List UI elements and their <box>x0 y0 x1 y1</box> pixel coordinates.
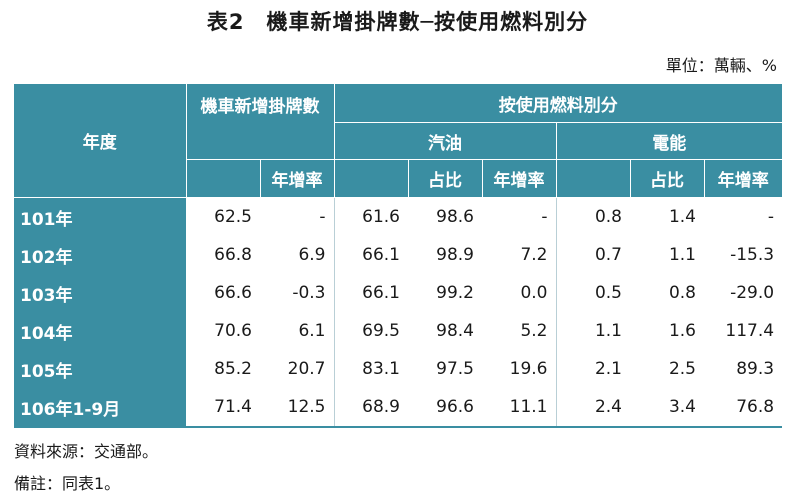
cell-gas-yoy: 7.2 <box>482 236 557 274</box>
cell-ev: 0.8 <box>594 207 622 227</box>
cell-ev-yoy: 89.3 <box>736 359 775 379</box>
cell-ev: 1.1 <box>594 321 622 341</box>
cell-ev: 2.4 <box>556 388 630 428</box>
cell-gas-yoy: 5.2 <box>482 312 557 350</box>
cell-ev-share: 3.4 <box>630 388 704 428</box>
table-row: 102年 66.8 6.9 66.1 98.9 7.2 0.7 1.1 -15.… <box>14 236 782 274</box>
cell-gas: 69.5 <box>362 321 400 341</box>
cell-total-yoy: 6.1 <box>260 312 335 350</box>
cell-ev-yoy: -29.0 <box>730 283 775 303</box>
cell-gas-share: 98.6 <box>436 207 474 227</box>
header-gasoline: 汽油 <box>334 122 557 160</box>
cell-total: 62.5 <box>214 207 252 227</box>
cell-ev-share: 1.6 <box>668 321 696 341</box>
table-row: 106年1-9月 71.4 12.5 68.9 96.6 11.1 2.4 3.… <box>14 388 783 428</box>
table-title: 表2 機車新增掛牌數─按使用燃料別分 <box>206 10 589 34</box>
cell-ev-yoy: -15.3 <box>730 245 775 265</box>
row-year: 101年 <box>14 197 187 236</box>
header-blank <box>186 159 261 198</box>
header-gas-blank <box>334 159 409 198</box>
header-row-3: 年增率 占比 年增率 占比 年增率 <box>14 159 783 198</box>
cell-ev-yoy: - <box>767 207 775 227</box>
cell-gas-share: 96.6 <box>408 388 482 428</box>
cell-ev-yoy: 76.8 <box>704 388 783 428</box>
table-row: 103年 66.6 -0.3 66.1 99.2 0.0 0.5 0.8 -29… <box>14 274 782 312</box>
source-note: 資料來源：交通部。 <box>14 442 159 461</box>
header-row-1: 年度 機車新增掛牌數 按使用燃料別分 <box>14 84 783 198</box>
unit-label: 單位：萬輛、% <box>665 56 777 75</box>
header-ev-yoy: 年增率 <box>704 159 783 198</box>
table-row: 101年 62.5 - 61.6 98.6 - 0.8 1.4 - <box>14 197 782 236</box>
row-year: 102年 <box>14 236 187 274</box>
remark-note: 備註：同表1。 <box>14 474 121 493</box>
cell-gas-share: 97.5 <box>436 359 474 379</box>
cell-total-yoy: -0.3 <box>260 274 335 312</box>
header-year: 年度 <box>14 84 187 198</box>
cell-gas-share: 99.2 <box>436 283 474 303</box>
cell-total: 66.6 <box>214 283 252 303</box>
header-gas-share: 占比 <box>408 159 483 198</box>
cell-gas-yoy: 19.6 <box>482 350 557 388</box>
cell-ev: 0.5 <box>594 283 622 303</box>
header-ev-share: 占比 <box>630 159 705 198</box>
cell-ev-share: 1.1 <box>668 245 696 265</box>
cell-gas-yoy: - <box>482 197 557 236</box>
cell-ev: 0.7 <box>594 245 622 265</box>
header-new-plates: 機車新增掛牌數 <box>186 84 335 160</box>
row-year: 104年 <box>14 312 187 350</box>
cell-total-yoy: 12.5 <box>260 388 335 428</box>
cell-gas: 61.6 <box>362 207 400 227</box>
cell-gas-yoy: 0.0 <box>482 274 557 312</box>
header-ev-blank <box>556 159 631 198</box>
header-by-fuel: 按使用燃料別分 <box>334 84 783 123</box>
data-table: 年度 機車新增掛牌數 按使用燃料別分 汽油 電能 年增率 占比 年增率 占比 年… <box>14 84 783 428</box>
row-year: 103年 <box>14 274 187 312</box>
cell-ev-share: 2.5 <box>668 359 696 379</box>
cell-total: 85.2 <box>214 359 252 379</box>
cell-gas-share: 98.4 <box>436 321 474 341</box>
table-row: 105年 85.2 20.7 83.1 97.5 19.6 2.1 2.5 89… <box>14 350 782 388</box>
cell-ev-share: 0.8 <box>668 283 696 303</box>
cell-ev-yoy: 117.4 <box>725 321 775 341</box>
cell-total-yoy: - <box>260 197 335 236</box>
header-electric: 電能 <box>556 122 783 160</box>
cell-ev-share: 1.4 <box>668 207 696 227</box>
cell-total-yoy: 20.7 <box>260 350 335 388</box>
cell-total-yoy: 6.9 <box>260 236 335 274</box>
cell-ev: 2.1 <box>594 359 622 379</box>
header-gas-yoy: 年增率 <box>482 159 557 198</box>
cell-gas-yoy: 11.1 <box>482 388 557 428</box>
cell-gas: 83.1 <box>362 359 400 379</box>
row-year: 106年1-9月 <box>14 388 187 428</box>
table-row: 104年 70.6 6.1 69.5 98.4 5.2 1.1 1.6 117.… <box>14 312 782 350</box>
header-total-yoy: 年增率 <box>260 159 335 198</box>
header-row-2: 汽油 電能 <box>14 122 783 160</box>
cell-gas-share: 98.9 <box>436 245 474 265</box>
cell-gas: 66.1 <box>362 283 400 303</box>
cell-gas: 66.1 <box>362 245 400 265</box>
cell-total: 66.8 <box>214 245 252 265</box>
cell-total: 71.4 <box>186 388 260 428</box>
cell-total: 70.6 <box>214 321 252 341</box>
row-year: 105年 <box>14 350 187 388</box>
cell-gas: 68.9 <box>334 388 408 428</box>
